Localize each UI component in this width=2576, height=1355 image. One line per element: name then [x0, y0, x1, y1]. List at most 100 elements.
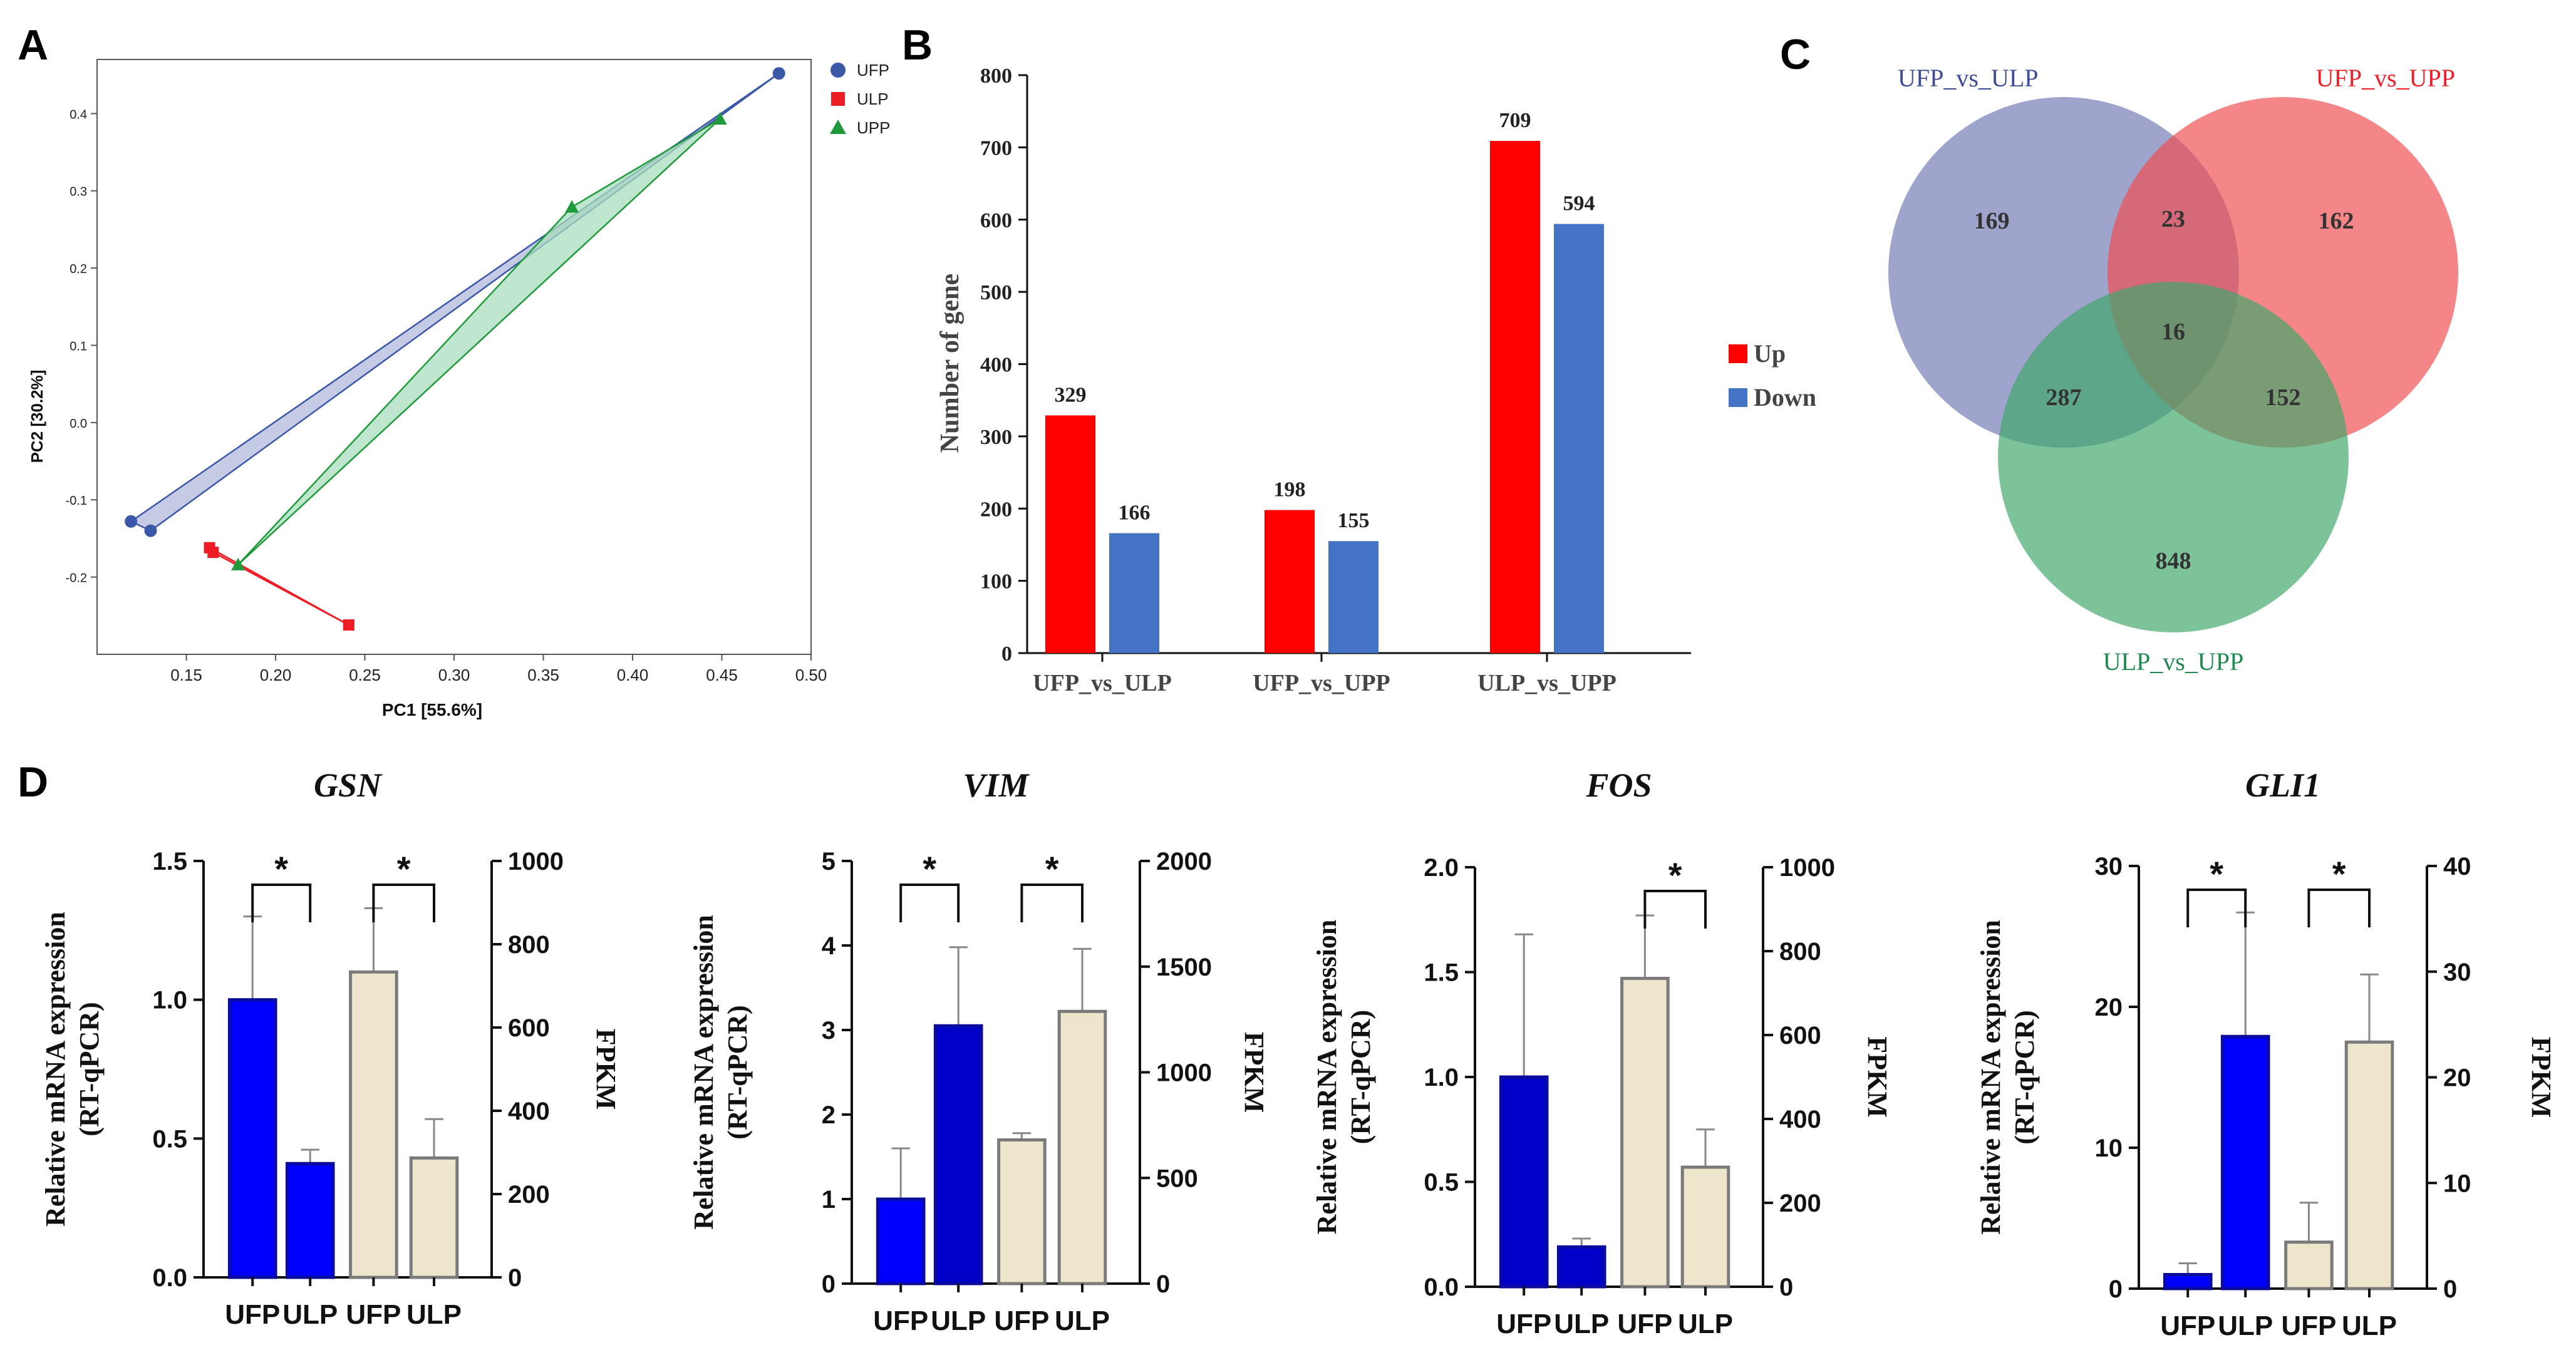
qpcr-chart-gsn: GSN 0.0 0.5 1.0 1.5 0 200 400 600 800 1000 Relative…	[40, 766, 621, 1330]
significance-star: *	[2332, 854, 2346, 894]
bar-ulp-1	[2220, 1034, 2270, 1291]
panel-label-b: B	[902, 21, 933, 69]
bar-down-2	[1554, 224, 1604, 653]
left-tick-label: 1.0	[152, 987, 187, 1014]
right-tick-label: 800	[1779, 938, 1821, 966]
bar-up-0	[1045, 415, 1095, 653]
left-axis-label: (RT-qPCR)	[722, 1005, 753, 1139]
x-tick-label: ULP	[2218, 1311, 2273, 1341]
right-tick-label: 400	[1779, 1106, 1821, 1133]
right-tick-label: 10	[2443, 1170, 2471, 1197]
gene-title: FOS	[1585, 766, 1652, 804]
x-tick-label: 0.50	[795, 666, 827, 684]
x-tick-label: 0.40	[617, 666, 649, 684]
y-tick-label: 100	[980, 570, 1012, 594]
bar-ufp-0	[876, 1197, 926, 1285]
rt-qpcr-panels: GSN0.00.51.01.502004006008001000Relative…	[40, 766, 2557, 1341]
x-tick-label: ULP	[931, 1306, 986, 1336]
x-tick-label: UFP	[1496, 1309, 1551, 1339]
bar-ufp-2	[997, 1138, 1047, 1285]
x-tick-label: UFP_vs_UPP	[1253, 670, 1390, 696]
deg-bar-chart: 0 100 200 300 400 500 600 700 800 Number of gene 3…	[936, 64, 1816, 696]
bar-value-label: 155	[1338, 509, 1370, 532]
left-axis-label: (RT-qPCR)	[2009, 1010, 2040, 1144]
venn-count: 23	[2161, 206, 2185, 232]
x-tick-label: ULP_vs_UPP	[1477, 670, 1616, 696]
significance-star: *	[397, 849, 411, 889]
x-tick-label: ULP	[282, 1299, 338, 1330]
x-tick-label: 0.20	[260, 666, 292, 684]
pca-plot: 0.15 0.20 0.25 0.30 0.35 0.40 0.45 0.50 -0.2 -0.1…	[28, 59, 890, 719]
left-tick-label: 1	[822, 1186, 835, 1213]
y-tick-label: 0.0	[70, 417, 87, 431]
y-tick-label: -0.1	[66, 494, 87, 508]
y-tick-label: 600	[980, 209, 1012, 232]
left-tick-label: 3	[822, 1017, 835, 1044]
left-tick-label: 1.0	[1424, 1064, 1459, 1091]
bar-down-0	[1109, 533, 1159, 653]
bar-down-1	[1328, 541, 1379, 653]
group-hull-upp	[237, 118, 721, 565]
point-upp	[231, 557, 246, 570]
left-tick-label: 0.5	[1424, 1169, 1459, 1197]
right-axis-label: FPKM	[591, 1029, 621, 1110]
right-tick-label: 40	[2443, 853, 2471, 880]
y-tick-label: 0.3	[70, 185, 87, 199]
right-axis-label: FPKM	[1239, 1032, 1270, 1113]
right-tick-label: 0	[1156, 1270, 1170, 1298]
bar-ulp-1	[1556, 1245, 1606, 1289]
y-tick-label: 200	[980, 498, 1012, 521]
venn-diagram: UFP_vs_ULP UFP_vs_UPP ULP_vs_UPP 169 162 848 2…	[1888, 64, 2458, 676]
qpcr-chart-fos: FOS 0.0 0.5 1.0 1.5 2.0 0 200 400 600 800 1000 Relat…	[1311, 766, 1893, 1339]
x-axis-label: PC1 [55.6%]	[382, 700, 482, 719]
bar-ulp-3	[2344, 1040, 2394, 1291]
bar-up-2	[1490, 140, 1540, 653]
significance-bracket	[251, 884, 312, 922]
x-tick-label: 0.25	[349, 666, 381, 684]
right-tick-label: 20	[2443, 1064, 2471, 1092]
x-tick-label: UFP_vs_ULP	[1033, 670, 1172, 696]
right-tick-label: 1000	[1779, 854, 1835, 882]
venn-count: 152	[2265, 384, 2301, 411]
y-tick-label: 0.4	[70, 108, 87, 121]
legend-label-up: Up	[1754, 339, 1786, 368]
bar-ulp-3	[1057, 1009, 1107, 1285]
venn-count: 287	[2046, 384, 2082, 411]
x-tick-label: ULP	[406, 1299, 462, 1330]
right-tick-label: 0	[2443, 1275, 2457, 1303]
y-tick-label: 0.2	[70, 262, 87, 276]
significance-star: *	[1045, 849, 1059, 889]
right-tick-label: 200	[508, 1181, 550, 1208]
venn-set-label: ULP_vs_UPP	[2103, 647, 2244, 676]
right-tick-label: 2000	[1156, 848, 1212, 875]
left-tick-label: 10	[2095, 1135, 2123, 1162]
venn-count: 162	[2319, 208, 2354, 234]
point-ufp	[125, 515, 138, 528]
significance-bracket	[899, 884, 960, 922]
left-axis-label: Relative mRNA expression	[1311, 920, 1342, 1235]
right-tick-label: 200	[1779, 1190, 1821, 1217]
bar-ufp-2	[349, 970, 398, 1279]
x-tick-label: UFP	[346, 1299, 401, 1330]
legend-label-down: Down	[1754, 383, 1816, 411]
legend-label-ufp: UFP	[857, 61, 889, 80]
right-tick-label: 1500	[1156, 954, 1212, 981]
left-tick-label: 0	[822, 1270, 835, 1298]
significance-star: *	[1668, 855, 1682, 895]
venn-set-label: UFP_vs_ULP	[1898, 64, 2039, 92]
bar-value-label: 709	[1499, 109, 1531, 132]
venn-count: 16	[2161, 319, 2185, 345]
bar-value-label: 594	[1563, 192, 1595, 215]
right-tick-label: 600	[1779, 1022, 1821, 1049]
left-axis-label: (RT-qPCR)	[1345, 1010, 1376, 1144]
left-tick-label: 4	[822, 932, 836, 960]
legend-marker-ulp	[831, 92, 845, 106]
right-tick-label: 600	[508, 1014, 550, 1042]
right-tick-label: 1000	[1156, 1059, 1212, 1087]
x-tick-label: UFP	[873, 1306, 928, 1336]
point-upp	[565, 200, 579, 213]
y-tick-label: 700	[980, 137, 1012, 160]
right-tick-label: 800	[508, 931, 550, 959]
panel-label-d: D	[18, 758, 48, 806]
y-tick-label: 800	[980, 64, 1012, 88]
